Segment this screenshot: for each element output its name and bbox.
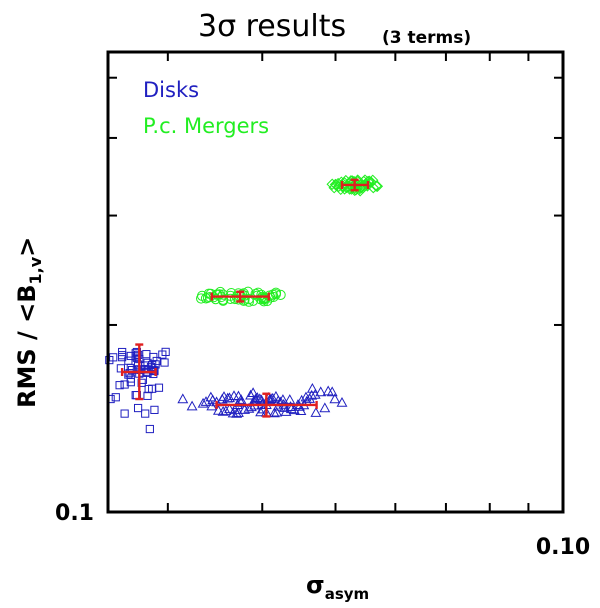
- square-point: [116, 364, 125, 373]
- triangle-point: [315, 386, 327, 397]
- diamond-point: [326, 178, 338, 190]
- triangle-point: [212, 404, 224, 415]
- chart-title: 3σ results: [198, 9, 346, 44]
- triangle-point: [268, 407, 280, 418]
- y-axis-main: RMS / <B: [13, 284, 41, 408]
- x-axis-subscript: asym: [325, 585, 369, 603]
- circle-point: [255, 294, 266, 305]
- square-point: [161, 347, 170, 356]
- errorbar-series-0: [120, 343, 157, 401]
- triangle-point: [306, 389, 318, 400]
- circle-point: [275, 289, 286, 300]
- x-tick-label: 0.10: [536, 535, 590, 560]
- square-point: [141, 409, 150, 418]
- circle-point: [270, 289, 282, 300]
- triangle-point: [336, 396, 348, 407]
- triangle-point: [231, 407, 243, 418]
- triangle-point: [228, 390, 240, 401]
- square-point: [118, 347, 127, 357]
- triangle-point: [235, 396, 247, 407]
- y-axis-end: >: [13, 237, 41, 257]
- square-point: [126, 374, 135, 383]
- triangle-point: [277, 394, 289, 404]
- triangle-point: [295, 405, 307, 415]
- triangle-point: [265, 393, 277, 404]
- chart-title-suffix: (3 terms): [382, 28, 471, 48]
- data-marks: [105, 174, 384, 434]
- tick-labels: 0.10 0.1: [55, 501, 590, 560]
- square-point: [111, 393, 120, 402]
- square-point: [115, 381, 124, 390]
- triangle-point: [247, 387, 259, 398]
- x-axis-label: σasym: [306, 571, 369, 603]
- legend-entry: P.c. Mergers: [143, 114, 269, 138]
- circle-point: [233, 288, 244, 299]
- square-point: [143, 391, 152, 400]
- square-point: [142, 350, 151, 359]
- triangle-point: [285, 401, 296, 411]
- triangle-point: [186, 400, 198, 411]
- diamond-point: [370, 180, 382, 192]
- triangle-point: [279, 402, 290, 412]
- y-tick-label: 0.1: [55, 501, 94, 526]
- circle-point: [196, 293, 207, 304]
- square-point: [132, 353, 141, 362]
- square-point: [152, 356, 161, 366]
- square-point: [160, 358, 169, 367]
- triangle-point: [216, 393, 228, 404]
- triangle-point: [245, 389, 257, 400]
- triangle-point: [306, 382, 318, 393]
- legend: Disks P.c. Mergers: [143, 78, 269, 138]
- square-point: [126, 351, 135, 361]
- triangle-point: [245, 401, 257, 412]
- triangle-point: [326, 386, 338, 397]
- square-point: [120, 380, 129, 389]
- triangle-point: [310, 407, 322, 417]
- triangle-point: [271, 406, 283, 417]
- triangle-point: [322, 385, 334, 396]
- triangle-point: [284, 394, 296, 404]
- square-point: [145, 424, 154, 434]
- triangle-point: [267, 392, 279, 403]
- triangle-point: [255, 406, 267, 417]
- x-axis-symbol: σ: [306, 571, 325, 599]
- y-axis-label: RMS / <B1,v>: [13, 237, 45, 408]
- circle-point: [203, 288, 215, 299]
- plot-frame: [106, 50, 565, 514]
- square-point: [146, 362, 156, 372]
- triangle-point: [177, 393, 189, 404]
- square-point: [150, 405, 159, 414]
- triangle-point: [200, 396, 212, 406]
- square-point: [124, 356, 133, 365]
- triangle-point: [197, 397, 209, 408]
- square-point: [133, 403, 143, 413]
- triangle-point: [205, 391, 217, 402]
- triangle-point: [220, 405, 232, 416]
- series-1-triangle: [177, 382, 348, 418]
- error-bars: [120, 178, 370, 418]
- triangle-point: [319, 402, 331, 413]
- square-point: [120, 409, 129, 418]
- triangle-point: [329, 393, 341, 404]
- series-0-square: [105, 347, 170, 434]
- triangle-point: [288, 404, 300, 415]
- square-point: [148, 384, 157, 393]
- triangle-point: [239, 404, 251, 414]
- square-point: [137, 378, 146, 387]
- errorbar-series-2: [210, 290, 270, 303]
- errorbar-series-3: [340, 178, 370, 192]
- diamond-point: [366, 174, 379, 186]
- square-point: [154, 383, 164, 392]
- legend-entry: Disks: [143, 78, 199, 102]
- triangle-point: [224, 403, 235, 414]
- errorbar-series-1: [215, 392, 318, 418]
- y-axis-subscript: 1,v: [26, 256, 45, 284]
